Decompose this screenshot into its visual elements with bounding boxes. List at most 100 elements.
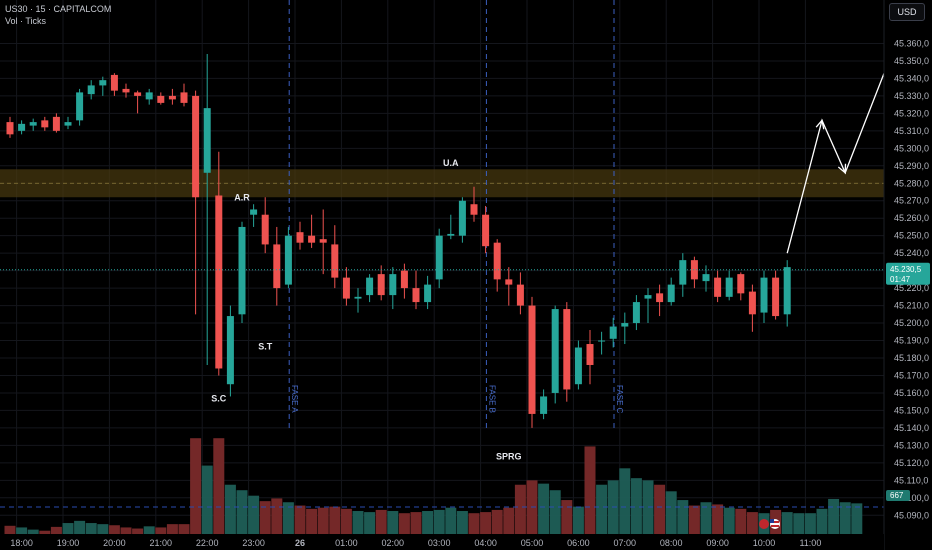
price-tick-label: 45.170,0 [894,370,929,380]
candle-body [412,288,420,303]
time-tick-label: 01:00 [335,538,358,548]
candle-body [598,340,606,342]
volume-bar [236,490,248,534]
time-tick-label: 26 [295,538,305,548]
time-axis[interactable]: 18:00 19:00 20:00 21:00 22:00 23:00 26 01:00 02:… [0,534,884,550]
candle-body [110,74,118,91]
volume-bar [746,512,758,534]
volume-bar [735,508,747,534]
candle-body [656,293,664,303]
price-tag-value: 45.230,5 [890,265,922,274]
volume-bar [503,507,515,534]
price-tick-label: 45.290,0 [894,161,929,171]
candle-body [748,291,756,315]
time-tick-label: 22:00 [196,538,219,548]
candle-body [76,92,84,121]
time-tick-label: 06:00 [567,538,590,548]
volume-bar [224,484,236,534]
time-tick-label: 11:00 [799,538,821,548]
price-tick-label: 45.270,0 [894,196,929,206]
price-tick-label: 45.340,0 [894,73,929,83]
candle-body [528,305,536,414]
volume-bar [62,523,74,534]
candle-body [632,302,640,324]
candle-body [6,122,14,135]
candle-body [563,309,571,390]
volume-bar [851,503,863,534]
volume-bar [619,468,631,534]
price-tick-label: 45.250,0 [894,231,929,241]
candle-body [41,120,49,128]
volume-bar [97,524,109,534]
time-tick-label: 20:00 [103,538,126,548]
price-tick-label: 45.130,0 [894,440,929,450]
volume-bar [572,506,584,534]
candle-body [52,116,60,131]
volume-bar [340,508,352,534]
volume-indicator-label: Vol · Ticks [5,16,47,26]
candle-body [273,244,281,289]
price-tick-label: 45.120,0 [894,458,929,468]
candle-body [551,309,559,393]
price-tick-label: 45.320,0 [894,108,929,118]
candle-body [134,92,142,96]
volume-bar [456,511,468,534]
volume-bar [816,508,828,534]
volume-bar [155,527,167,534]
price-tick-label: 45.140,0 [894,423,929,433]
volume-bar [665,491,677,534]
volume-bars [0,438,884,534]
time-tick-label: 08:00 [660,538,683,548]
volume-bar [793,513,805,534]
volume-bar [375,509,387,534]
resistance-zone [0,169,884,198]
candle-body [157,95,165,103]
price-tick-label: 45.310,0 [894,126,929,136]
volume-bar [584,446,596,534]
volume-bar [213,438,225,534]
candle-body [725,277,733,297]
candle-body [377,274,385,296]
volume-tag-bg [886,490,910,501]
candle-body [296,232,304,243]
volume-bar [387,511,399,534]
volume-bar [120,527,132,534]
volume-bar [85,523,97,534]
volume-bar [50,526,62,534]
candle-body [424,284,432,303]
price-tick-label: 45.350,0 [894,56,929,66]
candle-body [354,296,362,299]
price-tag-countdown: 01:47 [890,275,911,284]
time-tick-label: 02:00 [382,538,405,548]
time-tick-label: 18:00 [10,538,33,548]
price-tick-label: 45.360,0 [894,38,929,48]
wyckoff-annotations: S.C A.R S.T U.A SPRG [211,158,521,462]
candle-body [29,122,37,126]
volume-bar [677,500,689,534]
volume-bar [723,507,735,534]
price-tag-bg [886,262,930,285]
time-tick-label: 10:00 [753,538,776,548]
volume-bar [294,505,306,534]
candle-body [714,277,722,297]
projection-arrowhead [815,118,825,130]
volume-bar [132,528,144,534]
volume-bar [700,502,712,534]
volume-bar [491,509,503,534]
candle-body [644,295,652,299]
candle-body [366,277,374,296]
price-tick-label: 45.100,0 [894,493,929,503]
volume-bar [201,465,213,534]
candle-body [261,214,269,245]
candle-body [540,396,548,414]
volume-bar [364,512,376,534]
flag-icon[interactable] [759,519,780,529]
candle-body [18,123,26,131]
volume-bar [654,484,666,534]
volume-bar [410,512,422,534]
volume-bar [468,513,480,534]
volume-bar [248,495,260,534]
time-tick-label: 07:00 [614,538,637,548]
currency-button[interactable]: USD [889,3,925,21]
